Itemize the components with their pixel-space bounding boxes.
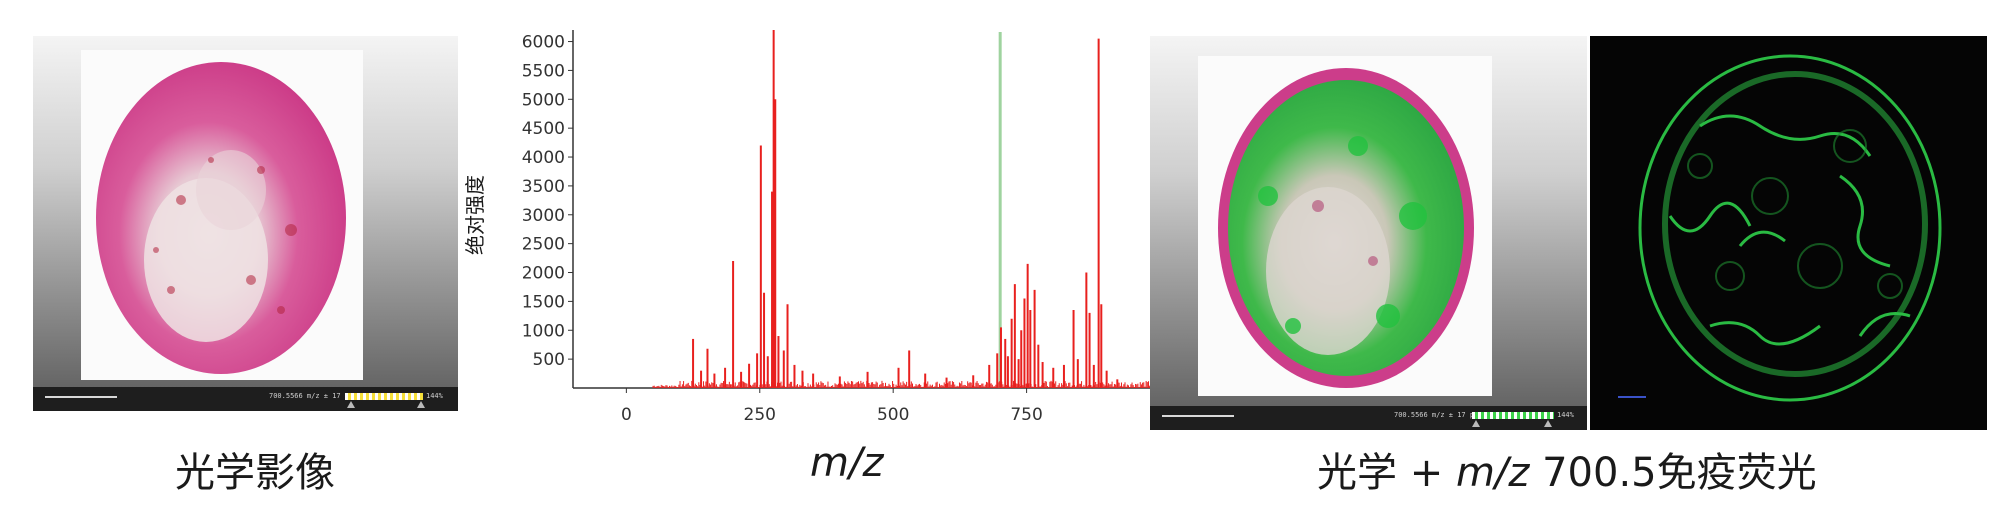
scale-bar xyxy=(1162,415,1234,417)
status-text: 700.5566 m/z ± 17 ppm xyxy=(1394,411,1483,419)
colorbar-min-marker xyxy=(347,401,355,408)
overlay-caption: 光学 + m/z 700.5免疫荧光 xyxy=(1317,440,1817,498)
y-tick-label: 1500 xyxy=(522,292,565,312)
x-tick-label: 0 xyxy=(621,405,632,425)
y-tick-label: 2500 xyxy=(522,235,565,255)
intensity-colorbar xyxy=(345,393,423,400)
x-axis-label-text: m/z xyxy=(810,440,884,486)
x-tick-label: 500 xyxy=(877,405,909,425)
fluorescence-scale-bar xyxy=(1618,396,1646,398)
image-status-bar: 700.5566 m/z ± 17 ppm 144% xyxy=(1150,406,1587,430)
colorbar-percent: 144% xyxy=(1557,411,1574,419)
colorbar-percent: 144% xyxy=(426,392,443,400)
colorbar-max-marker xyxy=(417,401,425,408)
spectrum-peaks xyxy=(652,30,1160,388)
overlay-caption-mz: m/z xyxy=(1455,450,1530,496)
overlay-caption-prefix: 光学 + xyxy=(1317,450,1456,496)
y-axis-label: 绝对强度 xyxy=(463,175,487,255)
y-tick-label: 2000 xyxy=(522,264,565,284)
white-slide-area xyxy=(81,50,363,380)
y-tick-label: 1000 xyxy=(522,321,565,341)
tissue-section-image xyxy=(96,62,346,374)
x-tick-label: 250 xyxy=(744,405,776,425)
chart-axes xyxy=(572,30,1160,389)
white-slide-area xyxy=(1198,56,1492,396)
x-tick-label: 750 xyxy=(1010,405,1042,425)
status-text: 700.5566 m/z ± 17 ppm xyxy=(269,392,358,400)
y-tick-label: 3000 xyxy=(522,206,565,226)
optical-image-panel: 700.5566 m/z ± 17 ppm 144% xyxy=(33,36,458,411)
x-tick-labels: 0 250 500 750 xyxy=(621,388,1043,425)
colorbar-max-marker xyxy=(1544,420,1552,427)
y-tick-label: 500 xyxy=(533,350,565,370)
scale-bar xyxy=(45,396,117,398)
y-tick-label: 4500 xyxy=(522,119,565,139)
fluorescence-image xyxy=(1618,54,1942,402)
immunofluorescence-panel xyxy=(1590,36,1987,430)
intensity-colorbar xyxy=(1472,412,1554,419)
x-axis-label: m/z xyxy=(810,440,883,486)
y-tick-label: 4000 xyxy=(522,148,565,168)
overlay-image-panel: 700.5566 m/z ± 17 ppm 144% xyxy=(1150,36,1587,430)
y-tick-label: 5500 xyxy=(522,61,565,81)
mass-spectrum-chart: 5001000150020002500300035004000450050005… xyxy=(463,30,1160,425)
y-tick-label: 5000 xyxy=(522,90,565,110)
tissue-overlay-image xyxy=(1218,68,1474,388)
optical-caption: 光学影像 xyxy=(175,450,335,496)
image-status-bar: 700.5566 m/z ± 17 ppm 144% xyxy=(33,387,458,411)
overlay-caption-suffix: 700.5免疫荧光 xyxy=(1529,450,1817,496)
colorbar-min-marker xyxy=(1472,420,1480,427)
y-tick-labels: 500 1000 1500 2000 2500 3000 3500 4000 4500 5000 5… xyxy=(522,33,573,370)
y-tick-label: 3500 xyxy=(522,177,565,197)
y-tick-label: 6000 xyxy=(522,33,565,53)
